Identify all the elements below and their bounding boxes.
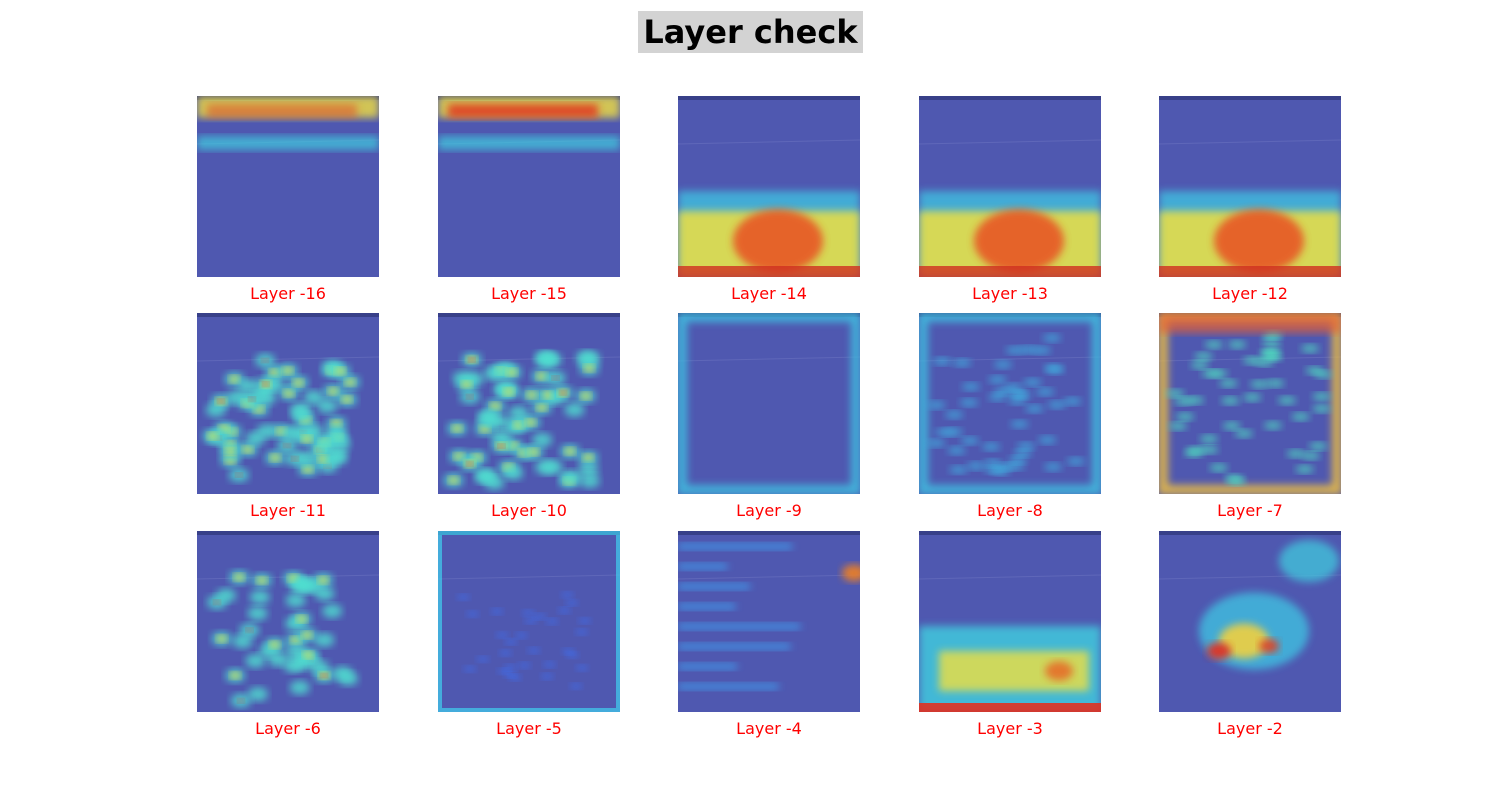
panel-caption: Layer -5 <box>496 719 562 738</box>
heatmap-panel: Layer -14 <box>678 96 860 303</box>
heatmap-image <box>678 313 860 494</box>
heatmap-panel: Layer -2 <box>1159 531 1341 738</box>
heatmap-panel: Layer -6 <box>197 531 379 738</box>
heatmap-image <box>197 96 379 277</box>
panel-caption: Layer -14 <box>731 284 807 303</box>
heatmap-image <box>1159 96 1341 277</box>
panel-caption: Layer -16 <box>250 284 326 303</box>
panel-caption: Layer -3 <box>977 719 1043 738</box>
panel-caption: Layer -12 <box>1212 284 1288 303</box>
heatmap-panel: Layer -5 <box>438 531 620 738</box>
figure-title: Layer check <box>638 11 863 53</box>
panel-caption: Layer -7 <box>1217 501 1283 520</box>
heatmap-panel: Layer -7 <box>1159 313 1341 520</box>
heatmap-image <box>1159 531 1341 712</box>
panel-caption: Layer -9 <box>736 501 802 520</box>
heatmap-image <box>919 96 1101 277</box>
heatmap-image <box>197 531 379 712</box>
panel-caption: Layer -2 <box>1217 719 1283 738</box>
heatmap-image <box>438 313 620 494</box>
panel-caption: Layer -13 <box>972 284 1048 303</box>
heatmap-image <box>438 531 620 712</box>
heatmap-panel: Layer -9 <box>678 313 860 520</box>
panel-caption: Layer -11 <box>250 501 326 520</box>
heatmap-panel: Layer -10 <box>438 313 620 520</box>
heatmap-panel: Layer -4 <box>678 531 860 738</box>
heatmap-image <box>919 531 1101 712</box>
heatmap-image <box>197 313 379 494</box>
heatmap-panel: Layer -11 <box>197 313 379 520</box>
heatmap-panel: Layer -8 <box>919 313 1101 520</box>
panel-caption: Layer -4 <box>736 719 802 738</box>
panel-caption: Layer -8 <box>977 501 1043 520</box>
panel-caption: Layer -15 <box>491 284 567 303</box>
heatmap-panel: Layer -13 <box>919 96 1101 303</box>
heatmap-image <box>1159 313 1341 494</box>
heatmap-image <box>678 96 860 277</box>
panel-caption: Layer -10 <box>491 501 567 520</box>
heatmap-image <box>678 531 860 712</box>
heatmap-panel: Layer -12 <box>1159 96 1341 303</box>
panel-caption: Layer -6 <box>255 719 321 738</box>
heatmap-image <box>438 96 620 277</box>
heatmap-panel: Layer -16 <box>197 96 379 303</box>
heatmap-panel: Layer -3 <box>919 531 1101 738</box>
heatmap-panel: Layer -15 <box>438 96 620 303</box>
heatmap-image <box>919 313 1101 494</box>
